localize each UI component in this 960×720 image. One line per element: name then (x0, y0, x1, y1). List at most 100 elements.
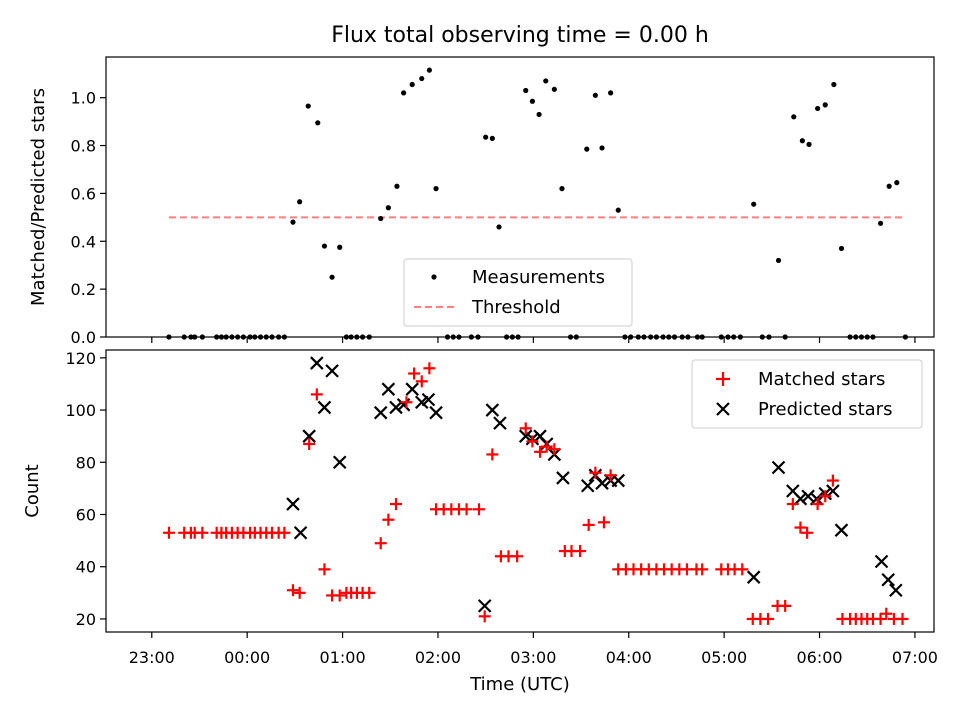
measurement-point (838, 245, 845, 252)
measurement-point (799, 138, 805, 144)
matched-star-point (511, 550, 524, 563)
measurement-point (737, 334, 743, 340)
legend-label-threshold: Threshold (471, 297, 561, 318)
top-panel-legend: Measurements Threshold (403, 258, 633, 327)
bottom-legend-frame (691, 359, 923, 429)
measurement-point (791, 114, 797, 120)
measurement-point (775, 257, 782, 264)
measurement-point (247, 334, 253, 340)
bottom-y-tick-label: 80 (76, 453, 96, 472)
predicted-star-stroke (746, 570, 761, 584)
matched-star-point (574, 545, 587, 558)
matched-star-point (293, 586, 306, 599)
matched-star-point (548, 443, 561, 456)
top-panel-x-ticks (151, 337, 916, 343)
predicted-star-stroke (518, 429, 533, 443)
matched-star-point (318, 563, 331, 576)
predicted-star-stroke (405, 382, 419, 396)
predicted-star-stroke (556, 471, 570, 485)
predicted-star-stroke (611, 473, 626, 488)
predicted-star-point (317, 400, 332, 415)
predicted-star-stroke (325, 364, 339, 378)
x-tick-label: 23:00 (129, 648, 175, 667)
matched-star-point (794, 521, 807, 534)
top-panel-marks (166, 67, 908, 340)
measurement-point (573, 334, 579, 340)
predicted-star-point (429, 405, 443, 420)
bottom-y-tick-label: 40 (76, 558, 96, 577)
predicted-star-point (493, 416, 507, 430)
matched-star-point (604, 469, 617, 482)
bottom-y-tick-label: 60 (76, 506, 96, 525)
measurement-point (166, 334, 172, 340)
matched-star-point (526, 435, 539, 448)
predicted-star-stroke (533, 429, 547, 443)
measurement-point (615, 207, 621, 213)
measurement-point (385, 205, 391, 211)
predicted-star-stroke (881, 572, 895, 587)
measurement-point (782, 334, 788, 340)
measurement-point (401, 90, 407, 96)
predicted-star-point (485, 403, 500, 417)
predicted-star-stroke (826, 484, 840, 498)
predicted-star-stroke (389, 400, 403, 415)
predicted-star-stroke (580, 478, 595, 493)
measurement-point (858, 334, 865, 340)
measurement-point (648, 334, 654, 340)
matched-star-point (736, 563, 749, 576)
measurement-point (305, 103, 311, 109)
measurement-point (483, 134, 489, 140)
matched-star-point (519, 422, 532, 435)
measurement-point (378, 215, 384, 222)
x-tick-label: 06:00 (796, 648, 842, 667)
predicted-star-stroke (373, 405, 388, 420)
figure-title: Flux total observing time = 0.00 h (331, 23, 709, 48)
measurement-point (426, 67, 432, 73)
predicted-star-stroke (874, 554, 889, 569)
top-y-tick-label: 0.0 (71, 328, 96, 347)
measurement-point (468, 334, 474, 340)
matched-star-point (415, 375, 428, 388)
measurement-point (806, 141, 812, 147)
measurement-point (450, 334, 456, 340)
legend-label-predicted-stars: Predicted stars (758, 399, 892, 420)
matched-star-point (880, 607, 893, 620)
bottom-y-tick-label: 100 (65, 401, 96, 420)
measurement-point (218, 334, 225, 340)
measurement-point (635, 334, 641, 340)
top-panel-y-label: Matched/Predicted stars (28, 88, 49, 306)
measurement-point (409, 81, 415, 88)
predicted-star-stroke (834, 523, 849, 537)
measurement-point (515, 334, 521, 340)
matched-star-point (819, 490, 832, 503)
predicted-star-stroke (889, 583, 903, 598)
predicted-star-point (801, 489, 815, 504)
measurement-point (694, 334, 701, 340)
measurement-point (864, 334, 870, 340)
measurement-point (685, 334, 691, 340)
predicted-star-stroke (421, 392, 436, 407)
predicted-star-stroke (310, 356, 324, 370)
measurement-point (679, 334, 685, 340)
predicted-star-point (611, 473, 626, 488)
predicted-star-stroke (485, 403, 500, 417)
measurement-point (394, 183, 400, 189)
predicted-star-stroke (317, 400, 332, 415)
measurement-point (489, 135, 495, 141)
measurement-point (877, 220, 884, 226)
predicted-star-point (381, 382, 396, 396)
predicted-star-point (396, 398, 411, 412)
matched-star-point (460, 503, 473, 516)
legend-label-measurements: Measurements (472, 267, 605, 288)
matched-star-point (333, 589, 346, 602)
measurement-point (584, 146, 590, 152)
measurement-point (229, 334, 235, 340)
measurement-point (666, 334, 672, 340)
matched-star-point (589, 466, 602, 479)
matched-star-point (779, 599, 792, 612)
predicted-star-point (556, 471, 570, 485)
bottom-panel-frame (105, 349, 935, 633)
predicted-star-point (746, 570, 761, 584)
measurement-point (290, 219, 296, 225)
legend-marker-measurements (431, 274, 437, 280)
